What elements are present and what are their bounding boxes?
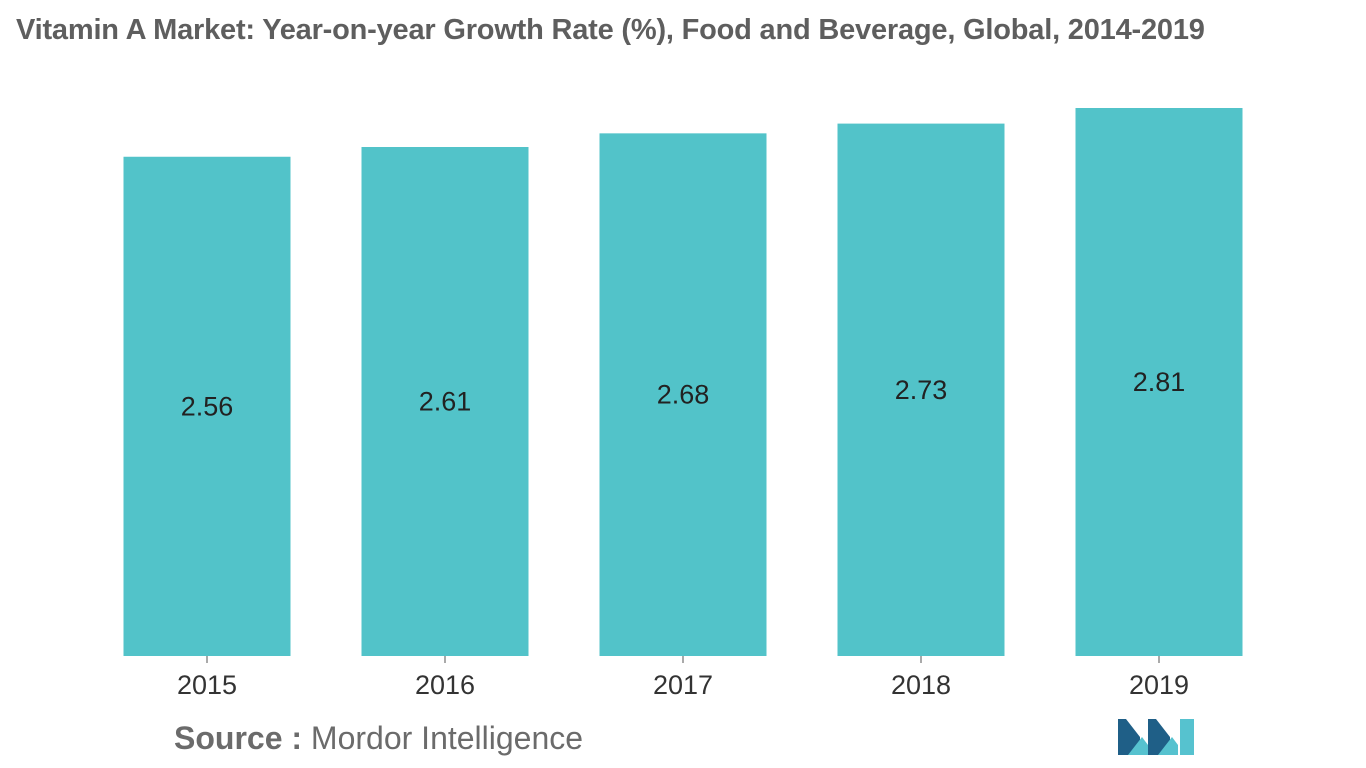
chart-title: Vitamin A Market: Year-on-year Growth Ra… xyxy=(16,14,1205,46)
source-value: Mordor Intelligence xyxy=(310,720,584,756)
data-label-2019: 2.81 xyxy=(1133,367,1186,397)
bar-2015 xyxy=(123,156,291,656)
data-label-2015: 2.56 xyxy=(181,391,234,421)
x-tick-label-2016: 2016 xyxy=(415,670,475,700)
data-label-2018: 2.73 xyxy=(895,375,948,405)
source-label: Source : xyxy=(174,720,303,756)
mordor-intelligence-logo xyxy=(1118,719,1194,755)
x-tick-label-2015: 2015 xyxy=(177,670,237,700)
bar-2016 xyxy=(361,147,529,657)
bar-2017 xyxy=(599,133,767,657)
data-label-2016: 2.61 xyxy=(419,387,472,417)
x-tick-label-2018: 2018 xyxy=(891,670,951,700)
source-note: Source : Mordor Intelligence xyxy=(174,720,583,757)
data-label-2017: 2.68 xyxy=(657,380,710,410)
x-tick-label-2019: 2019 xyxy=(1129,670,1189,700)
bar-2019 xyxy=(1075,108,1243,656)
bar-2018 xyxy=(837,123,1005,656)
x-tick-label-2017: 2017 xyxy=(653,670,713,700)
